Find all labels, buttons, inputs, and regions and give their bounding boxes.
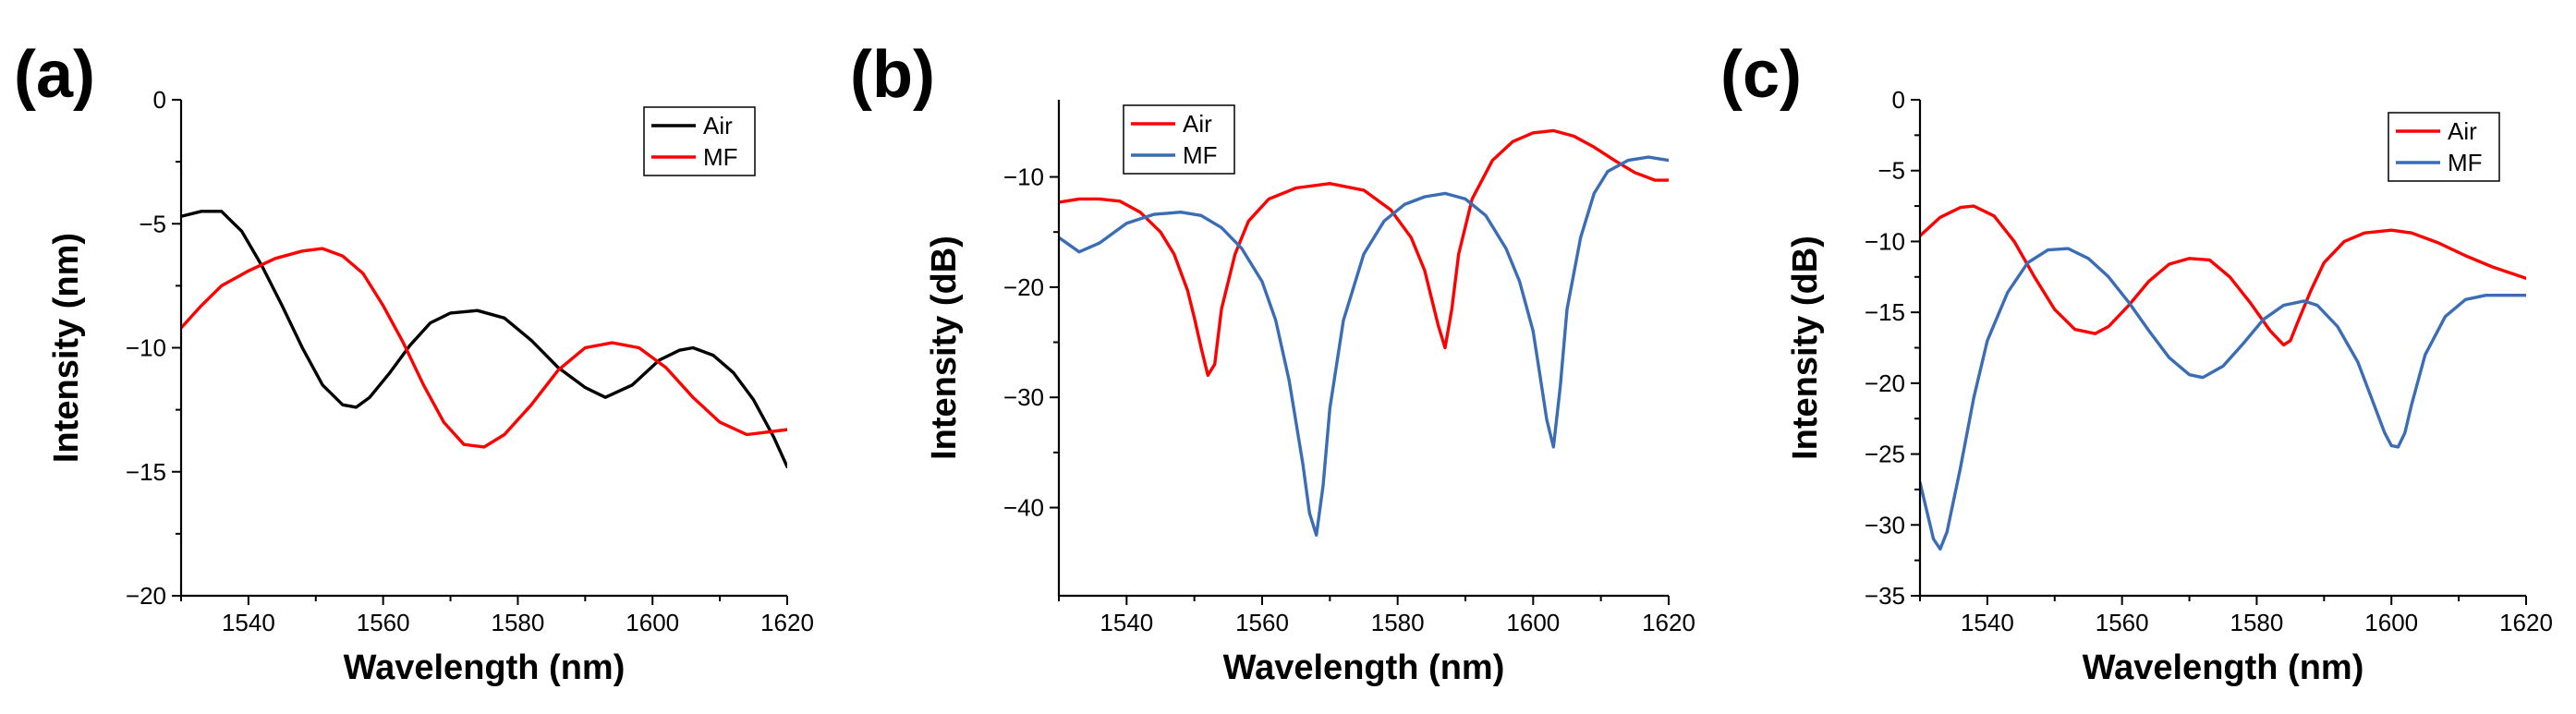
- panel-2: (b) 1540 1560 1580 1600 1620 −10 −20 −30 −40 Wavel…: [850, 38, 1695, 687]
- y-axis-title: Intensity (nm): [47, 233, 86, 463]
- y-axis-title: Intensity (dB): [1786, 236, 1825, 460]
- y-tick-label: −15: [1865, 298, 1905, 326]
- x-tick-label: 1600: [2364, 609, 2418, 636]
- y-tick-label: −40: [1003, 494, 1044, 522]
- legend-box: [643, 106, 756, 176]
- y-tick-label: −10: [1003, 163, 1044, 191]
- x-tick-label: 1540: [222, 609, 275, 636]
- x-tick-label: 1540: [1100, 609, 1153, 636]
- x-tick-label: 1560: [357, 609, 410, 636]
- x-tick-label: 1560: [2096, 609, 2149, 636]
- y-tick-label: 0: [153, 86, 166, 114]
- x-tick-label: 1620: [2499, 609, 2553, 636]
- x-tick-label: 1620: [760, 609, 814, 636]
- y-tick-label: −35: [1865, 582, 1905, 610]
- y-tick-label: −30: [1003, 383, 1044, 411]
- x-tick-label: 1600: [1506, 609, 1560, 636]
- x-axis-title: Wavelength (nm): [1223, 648, 1505, 687]
- legend-box: [2388, 112, 2500, 182]
- y-tick-label: −15: [126, 458, 166, 486]
- panel-3: (c) 1540 1560 1580 1600 1620 0 −5 −10 −15 −20 −25 −3…: [1720, 38, 2553, 687]
- y-tick-label: −20: [1003, 273, 1044, 301]
- series-line-air: [1920, 204, 2526, 347]
- y-tick-label: −10: [126, 334, 166, 362]
- y-axis-title: Intensity (dB): [925, 236, 964, 460]
- x-tick-label: 1620: [1642, 609, 1695, 636]
- x-tick-label: 1540: [1961, 609, 2014, 636]
- x-tick-label: 1580: [492, 609, 545, 636]
- y-tick-label: −20: [126, 582, 166, 610]
- x-tick-label: 1580: [1371, 609, 1425, 636]
- series-line-air: [181, 210, 787, 469]
- legend: Air MF: [643, 106, 756, 176]
- legend-label: MF: [1183, 141, 1218, 169]
- legend: Air MF: [1123, 104, 1235, 175]
- panel-label: (b): [850, 38, 935, 112]
- series-line-air: [1059, 128, 1669, 377]
- x-axis-title: Wavelength (nm): [2083, 648, 2364, 687]
- x-axis-title: Wavelength (nm): [344, 648, 626, 687]
- y-tick-label: 0: [1892, 86, 1905, 114]
- y-tick-label: −30: [1865, 511, 1905, 539]
- series-line-mf: [1920, 247, 2526, 551]
- legend: Air MF: [2388, 112, 2500, 182]
- legend-label: Air: [703, 112, 733, 139]
- y-tick-label: −20: [1865, 369, 1905, 397]
- x-tick-label: 1580: [2230, 609, 2284, 636]
- panel-label: (a): [14, 38, 95, 112]
- legend-label: Air: [1183, 110, 1212, 138]
- series-line-mf: [1059, 155, 1669, 538]
- legend-label: Air: [2448, 117, 2477, 145]
- panel-label: (c): [1720, 38, 1802, 112]
- y-tick-label: −25: [1865, 441, 1905, 468]
- legend-box: [1123, 104, 1235, 175]
- y-tick-label: −5: [139, 210, 166, 237]
- y-tick-label: −5: [1877, 157, 1905, 185]
- x-tick-label: 1600: [626, 609, 679, 636]
- series-line-mf: [181, 247, 787, 449]
- y-tick-label: −10: [1865, 227, 1905, 255]
- legend-label: MF: [703, 143, 738, 171]
- legend-label: MF: [2448, 149, 2483, 176]
- panel-1: (a) 1540 1560 1580 1600 1620 0 −5 −10 −15 −20 Wavel…: [14, 38, 814, 687]
- x-tick-label: 1560: [1235, 609, 1289, 636]
